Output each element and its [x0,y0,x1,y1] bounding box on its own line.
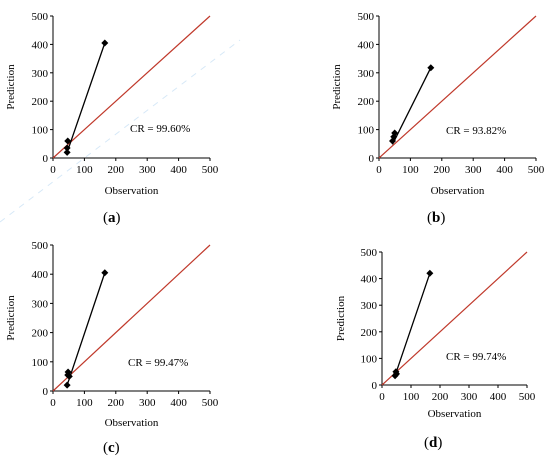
chart-b-x-tick-label: 400 [496,164,513,176]
chart-panel-d: 0 100 200 300 400 500 0 100 200 300 400 500 Observat… [320,232,550,464]
chart-a-x-tick-label: 100 [76,164,93,176]
chart-b-y-tick-label: 200 [358,96,375,108]
chart-c-reference-line [52,244,211,392]
chart-d-x-tick-label: 200 [432,391,449,403]
chart-b-x-tick-label: 100 [402,164,419,176]
chart-d-x-tick-label: 400 [490,391,507,403]
chart-d-y-tick-label: 500 [361,247,378,259]
chart-a-y-tick-label: 500 [32,11,49,23]
chart-d-svg: 0 100 200 300 400 500 0 100 200 300 400 500 Observat… [335,247,536,420]
chart-d-data-point [426,269,434,277]
chart-a-y-tick-label: 0 [43,153,49,165]
chart-c-cr-annotation: CR = 99.47% [128,357,188,369]
chart-b-x-tick-label: 200 [434,164,451,176]
chart-panel-b: 0 100 200 300 400 500 0 100 200 300 400 500 Observat… [320,0,550,230]
chart-c-y-tick-label: 0 [43,386,49,398]
caption-letter-d: d [429,435,438,451]
chart-c-svg: 0 100 200 300 400 500 0 100 200 300 400 500 Observat… [5,240,219,429]
chart-panel-a: 0 100 200 300 400 500 0 100 200 300 400 500 Observat… [0,0,250,230]
chart-a-svg: 0 100 200 300 400 500 0 100 200 300 400 500 Observat… [5,11,219,197]
chart-b-x-tick-label: 0 [376,164,382,176]
chart-a-x-tick-label: 400 [170,164,187,176]
chart-a-y-tick-label: 100 [32,125,49,137]
chart-d-fit-line [394,273,431,376]
chart-d-cr-annotation: CR = 99.74% [446,351,506,363]
chart-c-x-tick-label: 0 [50,397,56,409]
chart-b-svg: 0 100 200 300 400 500 0 100 200 300 400 500 Observat… [331,11,545,197]
chart-d-y-tick-label: 300 [361,300,378,312]
caption-d: (d) [424,435,443,451]
chart-b-y-tick-label: 400 [358,39,375,51]
chart-panel-c: 0 100 200 300 400 500 0 100 200 300 400 500 Observat… [0,232,250,464]
chart-c-data-point [64,368,72,376]
chart-d-y-tick-label: 400 [361,274,378,286]
chart-c-x-tick-label: 500 [202,397,219,409]
chart-c-x-tick-label: 200 [108,397,125,409]
chart-c-y-tick-label: 200 [32,328,49,340]
chart-b-cr-annotation: CR = 93.82% [446,125,506,137]
chart-c-y-tick-label: 300 [32,298,49,310]
chart-a-data-point [63,148,71,156]
chart-a-data-point [64,137,72,145]
chart-b-y-tick-label: 100 [358,125,375,137]
chart-b-y-tick-label: 0 [369,153,375,165]
chart-d-y-tick-label: 100 [361,353,378,365]
chart-a-y-axis-title: Prediction [5,64,17,110]
chart-b-x-axis-title: Observation [431,185,485,197]
caption-a: (a) [103,210,121,226]
chart-a-y-tick-label: 300 [32,68,49,80]
chart-b-x-tick-label: 500 [528,164,545,176]
chart-a-y-tick-label: 200 [32,96,49,108]
chart-d-data-point [393,370,400,378]
caption-letter-a: a [108,210,116,226]
chart-d-y-axis-title: Prediction [335,295,347,341]
chart-c-y-tick-label: 400 [32,269,49,281]
chart-a-x-tick-label: 300 [139,164,156,176]
chart-c-x-axis-title: Observation [105,417,159,429]
chart-a-data-point [63,144,71,152]
chart-d-y-tick-label: 0 [372,380,378,392]
chart-b-y-tick-label: 500 [358,11,375,23]
caption-letter-b: b [432,210,441,226]
chart-d-x-tick-label: 100 [403,391,420,403]
caption-letter-c: c [108,440,115,456]
chart-b-data-point [391,129,399,137]
chart-b-fit-line [391,67,432,145]
chart-a-y-tick-label: 400 [32,39,49,51]
chart-c-y-tick-label: 500 [32,240,49,252]
chart-a-x-axis-title: Observation [105,185,159,197]
chart-d-x-tick-label: 300 [461,391,478,403]
chart-c-fit-line [66,272,106,386]
chart-a-data-point [101,39,109,47]
chart-c-x-tick-label: 100 [76,397,93,409]
chart-a-x-tick-label: 500 [202,164,219,176]
chart-b-data-point [389,137,397,145]
chart-d-reference-line [381,251,528,386]
chart-d-x-tick-label: 0 [379,391,385,403]
chart-a-x-tick-label: 0 [50,164,56,176]
chart-c-y-axis-title: Prediction [5,295,17,341]
caption-c: (c) [103,440,120,456]
chart-a-fit-line [66,42,106,153]
chart-c-data-point [101,269,109,277]
chart-d-x-tick-label: 500 [519,391,536,403]
chart-c-data-point [65,372,73,380]
chart-b-y-tick-label: 300 [358,68,375,80]
chart-c-x-tick-label: 400 [170,397,187,409]
chart-b-reference-line [378,15,537,159]
chart-c-data-point [63,381,71,389]
chart-a-x-tick-label: 200 [108,164,125,176]
chart-b-x-tick-label: 300 [465,164,482,176]
chart-d-y-tick-label: 200 [361,327,378,339]
chart-b-y-axis-title: Prediction [331,64,343,110]
chart-b-data-point [427,64,435,72]
chart-a-cr-annotation: CR = 99.60% [130,123,190,135]
chart-a-reference-line [52,15,211,159]
chart-d-x-axis-title: Observation [428,408,482,420]
chart-c-x-tick-label: 300 [139,397,156,409]
caption-b: (b) [427,210,446,226]
chart-c-y-tick-label: 100 [32,357,49,369]
